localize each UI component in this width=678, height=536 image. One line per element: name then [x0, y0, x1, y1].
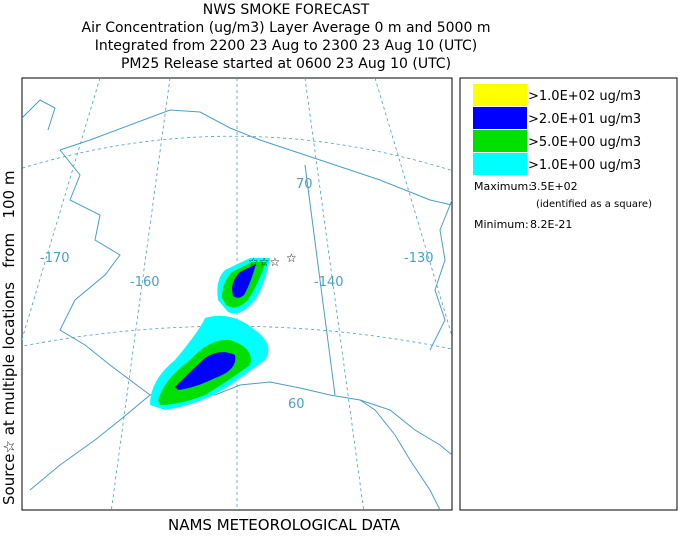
maximum-label: Maximum:	[474, 180, 532, 193]
minimum-label: Minimum:	[474, 218, 529, 231]
legend-label: >1.0E+02 ug/m3	[528, 89, 641, 104]
legend-label: >5.0E+00 ug/m3	[528, 135, 641, 150]
plume	[232, 264, 256, 298]
minimum-value: 8.2E-21	[530, 218, 572, 231]
map-label: -140	[314, 275, 344, 290]
maximum-note: (identified as a square)	[536, 199, 652, 210]
legend-swatch	[473, 130, 527, 152]
legend-label: >2.0E+01 ug/m3	[528, 112, 641, 127]
coastline	[429, 199, 452, 351]
source-marker: ☆☆☆	[248, 255, 280, 269]
graticule	[304, 78, 365, 510]
side-label: Source☆ at multiple locations from 100 m	[0, 171, 18, 505]
plume	[175, 352, 236, 390]
map-label: -130	[404, 251, 434, 266]
map: ☆☆☆ ☆ -170 -160 -140 -130 70 60	[21, 77, 453, 511]
legend-swatch	[473, 153, 527, 175]
title: NWS SMOKE FORECAST	[203, 2, 370, 18]
subtitle: Air Concentration (ug/m3) Layer Average …	[82, 20, 491, 36]
border	[304, 164, 441, 510]
graticule	[22, 325, 452, 350]
maximum-value: 3.5E+02	[530, 180, 578, 193]
map-label: 60	[288, 397, 305, 412]
coastline	[22, 99, 452, 206]
footer: NAMS METEOROLOGICAL DATA	[168, 516, 401, 532]
subtitle: PM25 Release started at 0600 23 Aug 10 (…	[121, 56, 451, 72]
graticule	[110, 78, 171, 510]
map-label: -170	[40, 251, 70, 266]
map-label: 70	[296, 177, 313, 192]
source-marker: ☆	[286, 251, 297, 265]
map-label: -160	[130, 275, 160, 290]
subtitle: Integrated from 2200 23 Aug to 2300 23 A…	[95, 38, 478, 54]
legend-label: >1.0E+00 ug/m3	[528, 158, 641, 173]
legend-swatch	[473, 107, 527, 129]
legend-swatch	[473, 84, 527, 106]
